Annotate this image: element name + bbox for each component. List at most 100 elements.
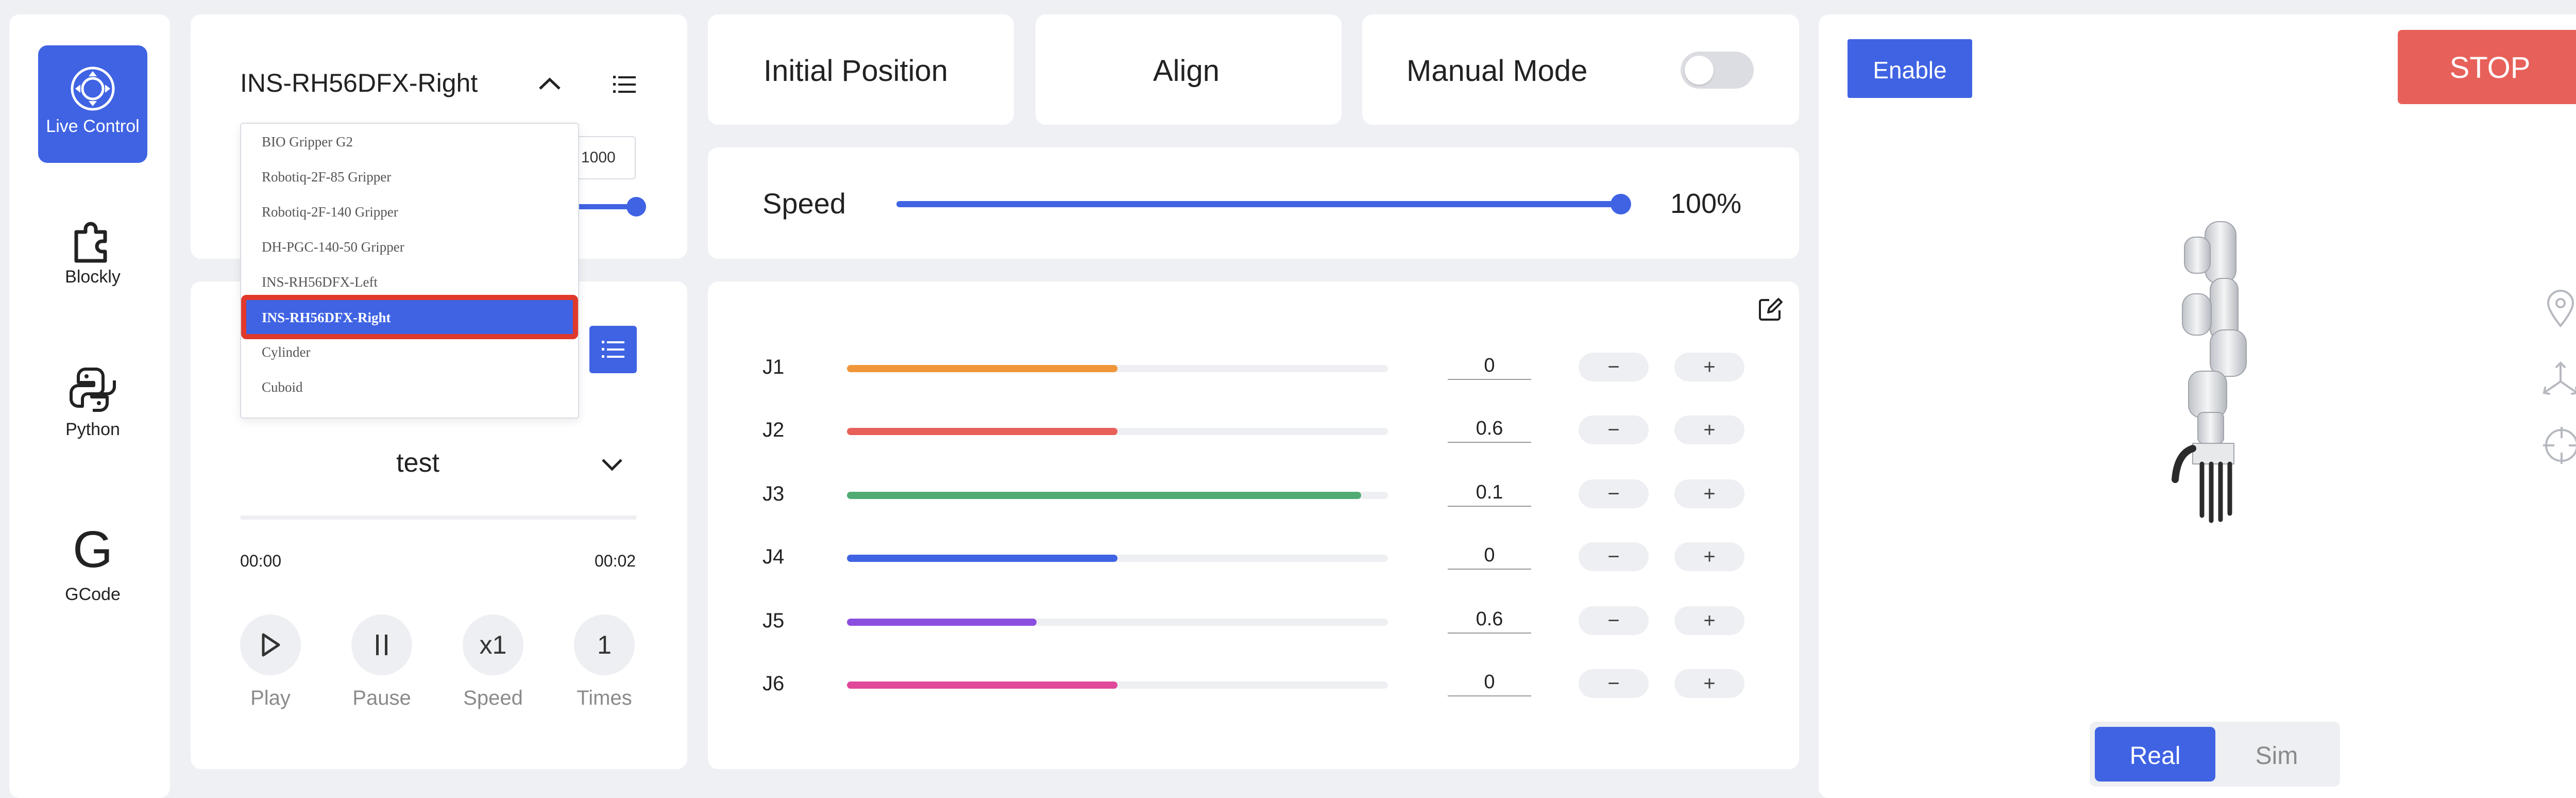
joint-decrement-button[interactable]: − (1579, 606, 1649, 635)
joint-increment-button[interactable]: + (1674, 353, 1744, 381)
gripper-value-input[interactable]: 1000 (572, 136, 636, 179)
nav-label: Blockly (65, 267, 121, 287)
pause-icon (376, 635, 387, 655)
gripper-selected-title[interactable]: INS-RH56DFX-Right (240, 69, 478, 97)
speed-value: 100% (1670, 188, 1742, 219)
project-select[interactable]: test (240, 442, 637, 484)
gcode-icon: G (73, 521, 113, 578)
dropdown-option[interactable]: Robotiq-2F-85 Gripper (262, 169, 392, 185)
joint-label: J5 (762, 609, 785, 632)
joint-slider-track[interactable] (847, 555, 1388, 562)
joint-decrement-button[interactable]: − (1579, 415, 1649, 444)
pause-label: Pause (352, 687, 411, 709)
joint-increment-button[interactable]: + (1674, 415, 1744, 444)
speed-label: Speed (762, 187, 846, 220)
joint-row-j6: J6 0 − + (708, 669, 1754, 700)
speed-slider-fill (896, 201, 1621, 207)
nav-label: Live Control (46, 117, 140, 136)
nav-item-gcode[interactable]: G GCode (38, 519, 147, 617)
speed-slider-handle[interactable] (1611, 194, 1631, 214)
joint-value-input[interactable]: 0.1 (1448, 481, 1531, 507)
joint-label: J3 (762, 483, 785, 505)
dropdown-option[interactable]: Robotiq-2F-140 Gripper (262, 204, 398, 220)
gripper-dropdown: BIO Gripper G2 Robotiq-2F-85 Gripper Rob… (240, 123, 579, 419)
stop-button[interactable]: STOP (2398, 30, 2576, 104)
python-icon (70, 368, 116, 412)
time-end: 00:02 (595, 552, 636, 570)
joint-value-input[interactable]: 0 (1448, 355, 1531, 380)
chevron-up-icon[interactable] (537, 76, 563, 92)
dropdown-option[interactable]: DH-PGC-140-50 Gripper (262, 239, 404, 255)
joint-row-j5: J5 0.6 − + (708, 606, 1754, 637)
joint-slider-track[interactable] (847, 365, 1388, 372)
nav-item-blockly[interactable]: Blockly (38, 211, 147, 309)
joint-row-j3: J3 0.1 − + (708, 479, 1754, 510)
mode-switch: Real Sim (2090, 722, 2340, 787)
times-button[interactable]: 1 (574, 614, 635, 675)
list-icon (602, 341, 624, 358)
align-button[interactable]: Align (1036, 14, 1342, 125)
joint-increment-button[interactable]: + (1674, 669, 1744, 698)
joint-increment-button[interactable]: + (1674, 542, 1744, 571)
joint-label: J6 (762, 672, 785, 695)
gripper-slider-track[interactable] (572, 204, 639, 209)
edit-icon[interactable] (1758, 297, 1783, 322)
joint-slider-fill (847, 365, 1117, 372)
joint-label: J4 (762, 545, 785, 568)
gripper-slider-handle[interactable] (626, 197, 646, 217)
dropdown-option-selected[interactable]: INS-RH56DFX-Right (241, 295, 578, 339)
joint-slider-track[interactable] (847, 681, 1388, 689)
progress-track[interactable] (240, 516, 637, 520)
dropdown-option[interactable]: Cuboid (262, 379, 303, 395)
joint-label: J2 (762, 419, 785, 441)
mode-real-button[interactable]: Real (2095, 727, 2215, 782)
times-label: Times (577, 687, 632, 709)
play-button[interactable] (240, 614, 301, 675)
joint-slider-track[interactable] (847, 428, 1388, 435)
puzzle-icon (74, 222, 107, 263)
joint-slider-fill (847, 555, 1117, 562)
axes-icon[interactable] (2540, 359, 2576, 400)
target-icon (71, 66, 115, 111)
dropdown-option[interactable]: Cylinder (262, 344, 311, 360)
manual-mode-toggle[interactable] (1681, 52, 1754, 89)
joint-slider-track[interactable] (847, 492, 1388, 499)
joint-increment-button[interactable]: + (1674, 606, 1744, 635)
list-icon[interactable] (613, 74, 636, 95)
joint-slider-track[interactable] (847, 619, 1388, 626)
joint-decrement-button[interactable]: − (1579, 353, 1649, 381)
joint-value-input[interactable]: 0.6 (1448, 418, 1531, 443)
enable-button[interactable]: Enable (1848, 39, 1972, 98)
dropdown-option[interactable]: INS-RH56DFX-Left (262, 274, 378, 290)
project-name: test (396, 448, 439, 478)
crosshair-icon[interactable] (2542, 426, 2576, 465)
joint-row-j2: J2 0.6 − + (708, 415, 1754, 446)
joint-value-input[interactable]: 0.6 (1448, 608, 1531, 634)
joint-value-input[interactable]: 0 (1448, 544, 1531, 570)
nav-item-live-control[interactable]: Live Control (38, 45, 147, 163)
joint-slider-fill (847, 492, 1361, 499)
dropdown-option[interactable]: BIO Gripper G2 (262, 134, 353, 149)
joint-decrement-button[interactable]: − (1579, 669, 1649, 698)
manual-mode-label: Manual Mode (1406, 54, 1588, 88)
joint-row-j1: J1 0 − + (708, 353, 1754, 384)
initial-position-button[interactable]: Initial Position (708, 14, 1014, 125)
location-pin-icon[interactable] (2545, 289, 2576, 328)
robot-arm-model[interactable] (2164, 217, 2267, 536)
speed-button[interactable]: x1 (463, 614, 523, 675)
joint-decrement-button[interactable]: − (1579, 479, 1649, 508)
speed-slider-track[interactable] (896, 194, 1631, 214)
joint-increment-button[interactable]: + (1674, 479, 1744, 508)
speed-label: Speed (463, 687, 523, 709)
nav-item-python[interactable]: Python (38, 364, 147, 462)
pause-button[interactable] (351, 614, 412, 675)
joint-slider-fill (847, 681, 1117, 689)
mode-sim-button[interactable]: Sim (2255, 742, 2298, 770)
joint-value-input[interactable]: 0 (1448, 671, 1531, 696)
joint-slider-fill (847, 428, 1117, 435)
joint-decrement-button[interactable]: − (1579, 542, 1649, 571)
time-start: 00:00 (240, 552, 282, 570)
toggle-knob (1685, 56, 1714, 85)
project-list-button[interactable] (589, 326, 637, 373)
joint-row-j4: J4 0 − + (708, 542, 1754, 573)
